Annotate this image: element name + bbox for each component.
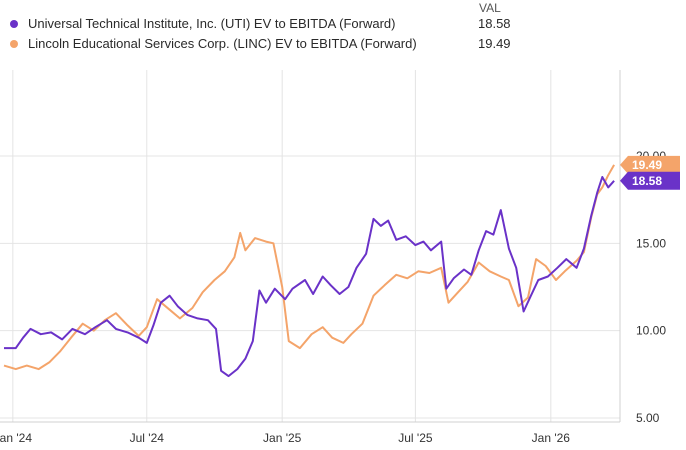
x-tick-label: Jan '24 (0, 431, 32, 445)
series-line-uti (4, 176, 615, 378)
gridlines (0, 70, 621, 423)
y-tick-label: 15.00 (636, 236, 666, 250)
x-tick-label: Jan '26 (532, 431, 571, 445)
series-line-linc (3, 164, 615, 371)
legend-label-uti: Universal Technical Institute, Inc. (UTI… (28, 16, 396, 31)
badge-value-uti: 18.58 (632, 174, 662, 188)
badge-value-linc: 19.49 (632, 158, 662, 172)
legend-marker-linc (10, 40, 18, 48)
legend: VAL Universal Technical Institute, Inc. … (10, 1, 511, 51)
series-lines (3, 164, 615, 378)
x-axis: Jan '24 Jul '24 Jan '25 Jul '25 Jan '26 (0, 431, 570, 445)
badge-uti (620, 171, 680, 190)
y-tick-label: 10.00 (636, 324, 666, 338)
x-tick-label: Jan '25 (263, 431, 302, 445)
badge-linc (620, 155, 680, 174)
legend-value-header: VAL (479, 1, 501, 15)
y-tick-label: 5.00 (636, 411, 660, 425)
legend-value-uti: 18.58 (478, 16, 511, 31)
legend-value-linc: 19.49 (478, 36, 511, 51)
x-tick-label: Jul '24 (130, 431, 165, 445)
legend-marker-uti (10, 20, 18, 28)
x-tick-label: Jul '25 (398, 431, 433, 445)
legend-label-linc: Lincoln Educational Services Corp. (LINC… (28, 36, 417, 51)
last-value-badges: 19.49 18.58 (620, 155, 680, 190)
